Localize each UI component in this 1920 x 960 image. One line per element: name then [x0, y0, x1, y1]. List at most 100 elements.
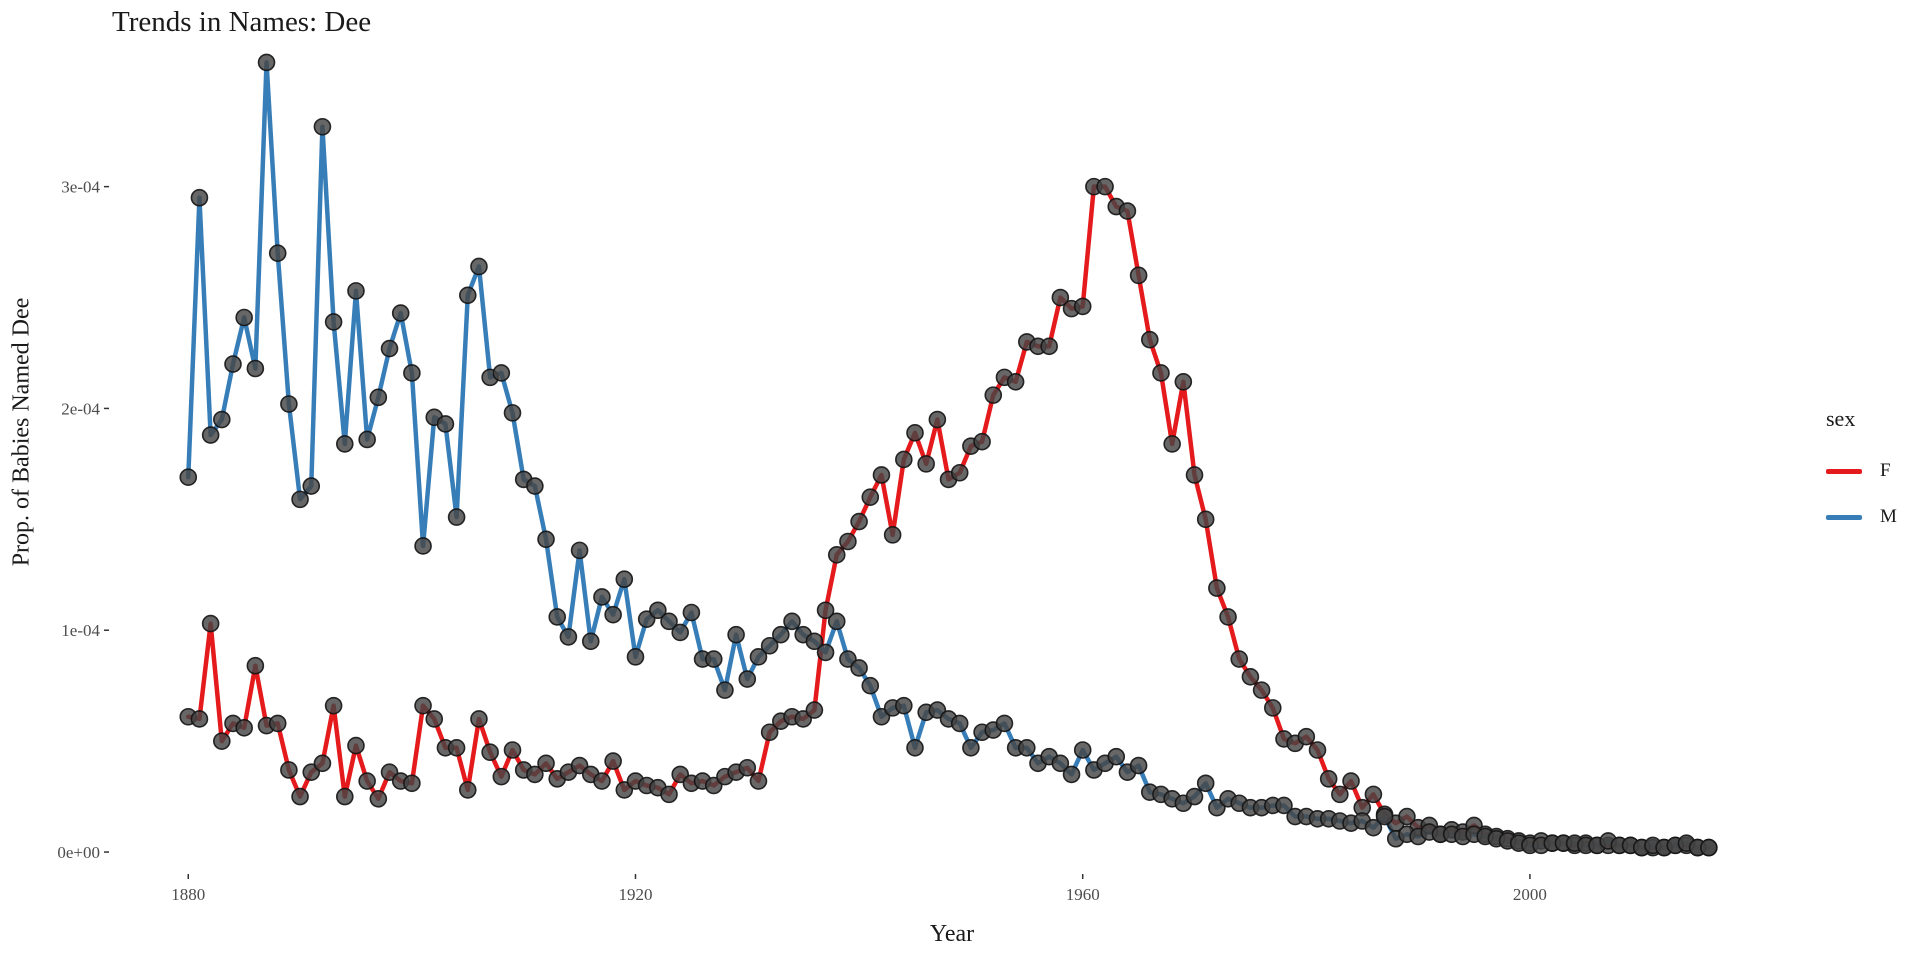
data-point-m-1936 — [805, 632, 824, 651]
data-point-f-1977 — [1263, 699, 1282, 717]
data-point-f-1938 — [827, 546, 846, 564]
data-point-m-1950 — [962, 738, 980, 757]
data-point-m-1909 — [503, 404, 522, 422]
series-points — [179, 53, 1718, 857]
data-point-m-1890 — [291, 490, 309, 509]
data-point-m-1883 — [213, 410, 231, 429]
data-point-f-1962 — [1096, 177, 1114, 196]
data-point-f-1969 — [1174, 373, 1193, 391]
x-tick-label-1: 1920 — [618, 885, 652, 904]
data-point-m-1932 — [760, 636, 779, 655]
data-point-m-1986 — [1364, 818, 1383, 837]
data-point-m-1925 — [682, 603, 701, 622]
data-point-m-1894 — [335, 435, 354, 453]
legend-swatch-f — [1826, 468, 1862, 474]
data-point-f-1904 — [447, 738, 466, 757]
data-point-f-1981 — [1308, 741, 1327, 759]
data-point-f-1889 — [280, 761, 298, 779]
data-point-f-1949 — [950, 463, 969, 482]
data-point-f-1947 — [928, 410, 947, 429]
data-point-m-1880 — [179, 468, 198, 486]
data-point-f-1945 — [906, 424, 924, 442]
data-point-m-1978 — [1275, 796, 1293, 815]
data-point-m-1949 — [950, 714, 969, 733]
data-point-m-1929 — [727, 625, 745, 644]
data-point-f-1967 — [1152, 364, 1170, 382]
data-point-f-1901 — [414, 696, 432, 715]
data-point-f-1890 — [291, 787, 309, 806]
data-point-f-1975 — [1241, 668, 1260, 686]
data-point-m-1906 — [470, 257, 488, 276]
data-point-m-1937 — [816, 643, 835, 662]
data-point-m-1923 — [660, 612, 678, 631]
x-axis-ticks: 1880 1920 1960 2000 — [171, 874, 1547, 904]
data-point-f-1885 — [235, 719, 253, 737]
data-point-m-1901 — [414, 537, 432, 555]
data-point-f-1881 — [190, 710, 209, 728]
data-point-m-1903 — [436, 415, 455, 433]
data-point-f-1976 — [1252, 681, 1271, 699]
data-point-f-1960 — [1073, 297, 1092, 316]
data-point-m-1987 — [1375, 807, 1394, 826]
data-point-m-1888 — [268, 244, 287, 262]
data-point-f-1892 — [313, 754, 332, 773]
data-point-f-1923 — [660, 785, 678, 804]
data-point-f-1964 — [1118, 202, 1137, 220]
data-point-f-1908 — [492, 767, 511, 786]
data-point-m-1904 — [447, 508, 466, 526]
data-point-f-1907 — [481, 743, 499, 762]
data-point-f-1936 — [805, 701, 824, 719]
data-point-f-1951 — [973, 432, 991, 451]
data-point-m-1931 — [749, 648, 768, 666]
data-point-m-1933 — [772, 625, 790, 644]
y-tick-label-2: 2e-04 — [61, 399, 100, 418]
data-point-m-1953 — [995, 714, 1014, 733]
data-point-m-1927 — [704, 650, 723, 668]
data-point-f-1917 — [593, 772, 611, 790]
x-axis-title: Year — [929, 921, 975, 947]
data-point-f-1932 — [760, 723, 779, 742]
data-point-m-1895 — [347, 282, 365, 300]
data-point-m-1928 — [716, 681, 734, 699]
data-point-m-1896 — [358, 430, 376, 449]
data-point-m-1965 — [1129, 756, 1148, 775]
data-point-m-1941 — [861, 676, 880, 695]
data-point-m-1922 — [649, 601, 667, 620]
data-point-f-1894 — [335, 787, 354, 806]
data-point-f-1942 — [872, 466, 891, 484]
chart-title: Trends in Names: Dee — [112, 6, 372, 38]
data-point-f-1940 — [850, 512, 868, 531]
data-point-m-1916 — [581, 632, 600, 651]
data-point-f-1941 — [861, 488, 880, 506]
data-point-f-1888 — [268, 714, 287, 733]
data-point-f-1882 — [201, 614, 220, 633]
data-point-f-1897 — [369, 789, 388, 808]
data-point-f-1902 — [425, 710, 444, 728]
data-point-m-1945 — [906, 738, 924, 757]
y-tick-label-0: 0e+00 — [57, 843, 100, 862]
x-tick-label-2: 1960 — [1066, 885, 1100, 904]
x-tick-label-0: 1880 — [171, 885, 205, 904]
data-point-f-1906 — [470, 710, 488, 728]
data-point-f-1982 — [1319, 770, 1338, 788]
data-point-f-1954 — [1006, 373, 1025, 391]
data-point-f-1905 — [458, 781, 477, 799]
data-point-f-1943 — [883, 526, 902, 544]
data-point-m-1893 — [324, 313, 343, 331]
data-point-m-1934 — [783, 612, 801, 631]
data-point-m-1886 — [246, 359, 265, 378]
data-point-m-1898 — [380, 339, 399, 358]
data-point-f-1974 — [1230, 650, 1249, 668]
series-line-f — [186, 184, 1712, 850]
data-point-m-1917 — [593, 588, 611, 606]
legend-item-m: M — [1826, 494, 1897, 540]
legend-title: sex — [1826, 406, 1856, 431]
data-point-f-1971 — [1196, 510, 1215, 529]
data-point-f-1984 — [1342, 772, 1360, 790]
data-point-m-1920 — [626, 648, 645, 666]
data-point-m-1899 — [391, 304, 410, 322]
data-point-m-1900 — [403, 364, 421, 382]
data-point-m-1940 — [850, 659, 868, 677]
data-point-f-1896 — [358, 772, 376, 790]
